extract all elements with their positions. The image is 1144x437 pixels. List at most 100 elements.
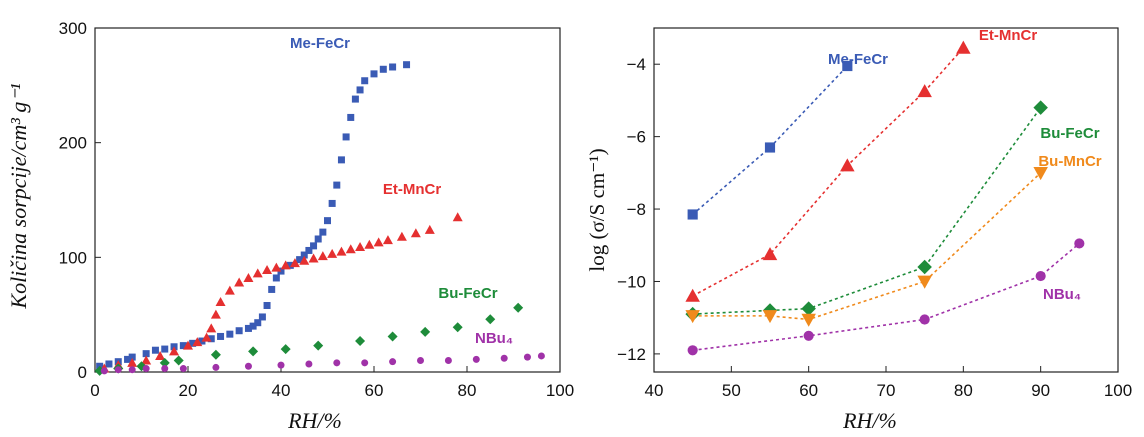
data-point — [917, 275, 932, 289]
data-point — [141, 355, 152, 365]
data-point — [272, 274, 280, 282]
data-point — [252, 268, 263, 278]
series-label: NBu₄ — [475, 330, 513, 347]
data-point — [305, 360, 313, 368]
data-point — [420, 326, 431, 337]
data-point — [452, 322, 463, 333]
data-point — [183, 340, 193, 350]
series-me-fecr: Me-FeCr — [96, 35, 411, 370]
data-point — [389, 358, 397, 366]
data-point — [201, 332, 212, 342]
data-point — [299, 255, 310, 265]
data-point — [300, 251, 308, 259]
data-point — [417, 357, 424, 365]
series-label: Et-MnCr — [383, 181, 441, 198]
data-point — [268, 285, 276, 293]
right-x-axis-label: RH/% — [842, 408, 897, 433]
data-point — [382, 235, 393, 245]
x-tick-label: 100 — [1104, 381, 1132, 400]
data-point — [485, 314, 496, 325]
data-point — [472, 355, 480, 363]
plot-frame — [653, 27, 1119, 373]
data-point — [355, 336, 366, 347]
series-bu-fecr: Bu-FeCr — [685, 100, 1100, 322]
data-point — [389, 63, 397, 71]
data-point — [179, 342, 187, 350]
data-point — [370, 70, 378, 78]
series-et-mncr: Et-MnCr — [685, 27, 1037, 302]
data-point — [207, 335, 215, 343]
data-point — [687, 209, 698, 220]
data-point — [155, 350, 166, 360]
data-point — [128, 366, 136, 374]
data-point — [280, 260, 291, 270]
data-point — [327, 248, 338, 258]
series-label: Me-FeCr — [828, 51, 888, 68]
series-line — [692, 172, 1042, 321]
data-point — [258, 313, 266, 321]
data-point — [452, 212, 463, 222]
y-tick-label: 100 — [59, 248, 87, 267]
x-tick-label: 40 — [272, 381, 291, 400]
y-tick-label: 300 — [59, 19, 87, 38]
data-point — [313, 340, 324, 351]
data-point — [271, 262, 282, 272]
data-point — [500, 354, 508, 362]
data-point — [373, 237, 384, 247]
data-point — [286, 261, 294, 269]
series-nbu-: NBu₄ — [687, 238, 1085, 356]
data-point — [161, 345, 169, 353]
data-point — [379, 65, 387, 73]
data-point — [361, 77, 369, 85]
data-point — [206, 323, 217, 333]
data-point — [308, 253, 319, 263]
x-tick-label: 60 — [365, 381, 384, 400]
data-point — [215, 297, 226, 307]
data-point — [1074, 238, 1085, 249]
data-point — [277, 361, 285, 369]
x-tick-label: 60 — [799, 381, 818, 400]
data-point — [919, 314, 930, 325]
data-point — [254, 319, 262, 327]
right-y-axis-label: log (σ/S cm⁻¹) — [585, 148, 609, 271]
series-me-fecr: Me-FeCr — [687, 51, 888, 220]
data-point — [347, 113, 355, 121]
data-point — [128, 353, 136, 361]
data-point — [361, 359, 369, 367]
data-point — [234, 277, 245, 287]
data-point — [762, 310, 778, 324]
y-tick-label: −8 — [627, 200, 646, 219]
data-point — [685, 288, 700, 302]
data-point — [762, 247, 778, 261]
conductivity-chart: RH/% log (σ/S cm⁻¹) 40 50 60 70 80 90 100 −12 −1… — [585, 27, 1132, 433]
series-label: Bu-FeCr — [438, 285, 497, 302]
data-point — [244, 324, 252, 332]
data-point — [333, 181, 341, 189]
series-label: Me-FeCr — [290, 35, 350, 52]
data-point — [212, 363, 220, 371]
x-tick-label: 70 — [877, 381, 896, 400]
series-et-mncr: Et-MnCr — [99, 181, 463, 373]
series-bu-fecr: Bu-FeCr — [94, 285, 524, 376]
y-tick-label: −12 — [617, 345, 646, 364]
data-point — [424, 224, 435, 234]
data-point — [217, 332, 225, 340]
data-point — [523, 353, 531, 361]
data-point — [289, 258, 300, 268]
series-bu-mncr: Bu-MnCr — [685, 153, 1102, 327]
data-point — [801, 301, 816, 316]
data-point — [956, 40, 971, 54]
data-point — [142, 365, 150, 373]
data-point — [249, 322, 257, 330]
data-point — [151, 346, 159, 354]
data-point — [1033, 100, 1048, 115]
data-point — [159, 357, 170, 368]
x-tick-label: 20 — [179, 381, 198, 400]
data-point — [263, 301, 271, 309]
data-point — [235, 327, 243, 335]
plot-frame — [94, 27, 561, 373]
series-label: NBu₄ — [1043, 286, 1081, 303]
data-point — [127, 357, 138, 367]
data-point — [410, 228, 421, 238]
y-tick-label: −4 — [627, 55, 646, 74]
